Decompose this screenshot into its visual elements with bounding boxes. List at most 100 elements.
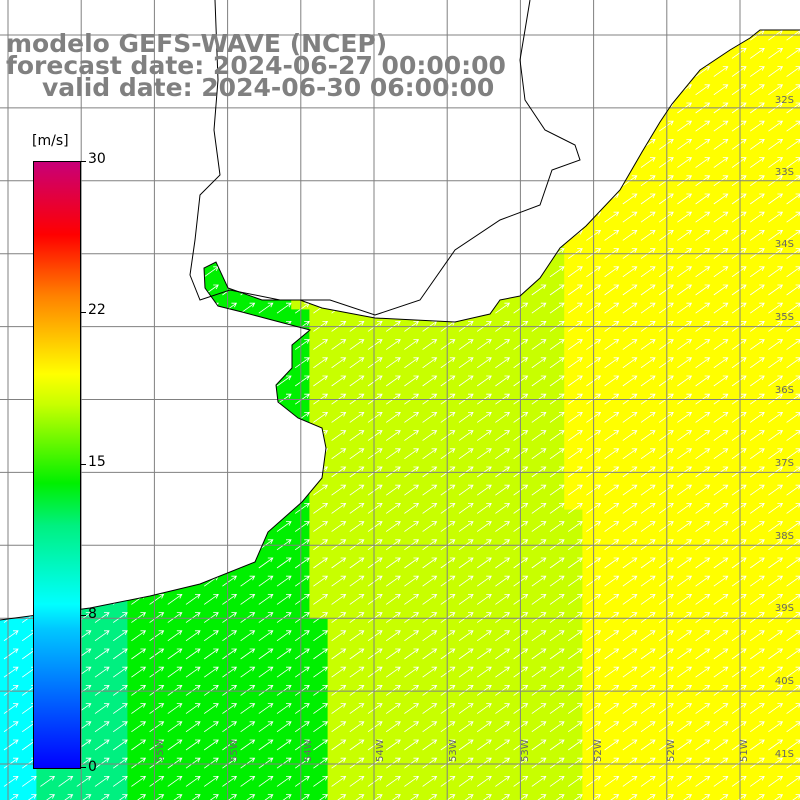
wind-cell [127, 473, 147, 492]
wind-arrow [786, 521, 800, 532]
wind-arrow [331, 357, 347, 369]
wind-cell [782, 709, 800, 729]
wind-cell [746, 418, 765, 438]
wind-cell [600, 691, 620, 711]
wind-cell [600, 364, 620, 383]
wind-arrow [367, 521, 383, 532]
wind-arrow [367, 739, 383, 751]
wind-arrow [240, 302, 256, 314]
wind-arrow [367, 721, 383, 733]
wind-arrow [531, 703, 547, 714]
wind-arrow [21, 120, 37, 132]
wind-arrow [568, 12, 582, 22]
wind-arrow [149, 503, 165, 514]
wind-cell [200, 728, 219, 747]
wind-cell [473, 145, 492, 165]
wind-cell [728, 218, 747, 238]
wind-arrow [549, 139, 565, 150]
wind-arrow [567, 666, 583, 678]
wind-arrow [768, 157, 784, 168]
wind-cell [455, 491, 474, 511]
wind-cell [691, 582, 711, 602]
wind-cell [400, 382, 420, 401]
wind-arrow [713, 230, 729, 241]
wind-cell [728, 637, 747, 656]
wind-cell [509, 327, 529, 347]
wind-cell [764, 527, 784, 547]
wind-cell [491, 418, 511, 438]
wind-cell [673, 764, 693, 784]
wind-arrow [331, 339, 347, 350]
wind-arrow [222, 721, 238, 733]
wind-cell [91, 218, 110, 238]
wind-arrow [677, 302, 693, 314]
wind-cell [91, 691, 110, 711]
wind-arrow [294, 157, 310, 168]
wind-cell [764, 291, 784, 310]
wind-cell [527, 618, 547, 638]
wind-cell [109, 254, 128, 274]
wind-cell [691, 30, 711, 37]
wind-arrow [3, 193, 19, 205]
wind-cell [509, 582, 529, 602]
wind-cell [637, 345, 656, 365]
wind-cell [491, 182, 511, 201]
wind-arrow [604, 375, 620, 387]
wind-cell [509, 236, 529, 256]
wind-cell [418, 418, 438, 438]
wind-cell [236, 600, 256, 620]
wind-arrow [258, 575, 274, 587]
wind-arrow [768, 612, 784, 623]
wind-cell [728, 0, 747, 19]
wind-cell [254, 746, 274, 765]
wind-cell [564, 30, 583, 37]
wind-arrow [695, 302, 711, 314]
lon-label: 52W [666, 739, 677, 762]
wind-cell [582, 691, 602, 711]
wind-cell [491, 400, 511, 420]
wind-cell [345, 200, 365, 219]
wind-arrow [549, 430, 565, 441]
wind-arrow [440, 575, 456, 587]
wind-cell [254, 728, 274, 747]
wind-cell [418, 673, 438, 693]
wind-cell [91, 582, 110, 602]
wind-cell [345, 618, 365, 638]
wind-cell [364, 127, 383, 147]
wind-cell [127, 182, 147, 201]
wind-cell [127, 400, 147, 420]
wind-cell [400, 418, 420, 438]
wind-arrow [240, 685, 256, 696]
wind-arrow [167, 302, 183, 314]
wind-arrow [95, 12, 109, 22]
wind-arrow [222, 484, 238, 496]
wind-cell [764, 145, 784, 165]
wind-cell [418, 764, 438, 784]
wind-cell [309, 218, 329, 238]
wind-cell [418, 163, 438, 183]
wind-cell [582, 491, 602, 511]
wind-arrow [567, 266, 583, 278]
wind-cell [782, 109, 800, 128]
wind-cell [145, 145, 165, 165]
wind-arrow [367, 630, 383, 642]
wind-cell [709, 30, 729, 37]
wind-cell [637, 418, 656, 438]
wind-cell [655, 30, 674, 37]
wind-arrow [640, 630, 656, 642]
wind-cell [327, 509, 347, 529]
wind-arrow [731, 666, 747, 678]
wind-arrow [385, 339, 401, 350]
wind-arrow [749, 430, 765, 441]
wind-cell [455, 364, 474, 383]
wind-arrow [294, 284, 310, 296]
wind-arrow [3, 302, 19, 314]
wind-arrow [749, 48, 765, 59]
wind-arrow [531, 575, 547, 587]
wind-arrow [622, 230, 638, 241]
wind-cell [127, 309, 147, 329]
lon-label: 53W [448, 739, 459, 762]
wind-cell [200, 455, 219, 474]
wind-cell [0, 618, 19, 638]
wind-arrow [604, 557, 620, 569]
